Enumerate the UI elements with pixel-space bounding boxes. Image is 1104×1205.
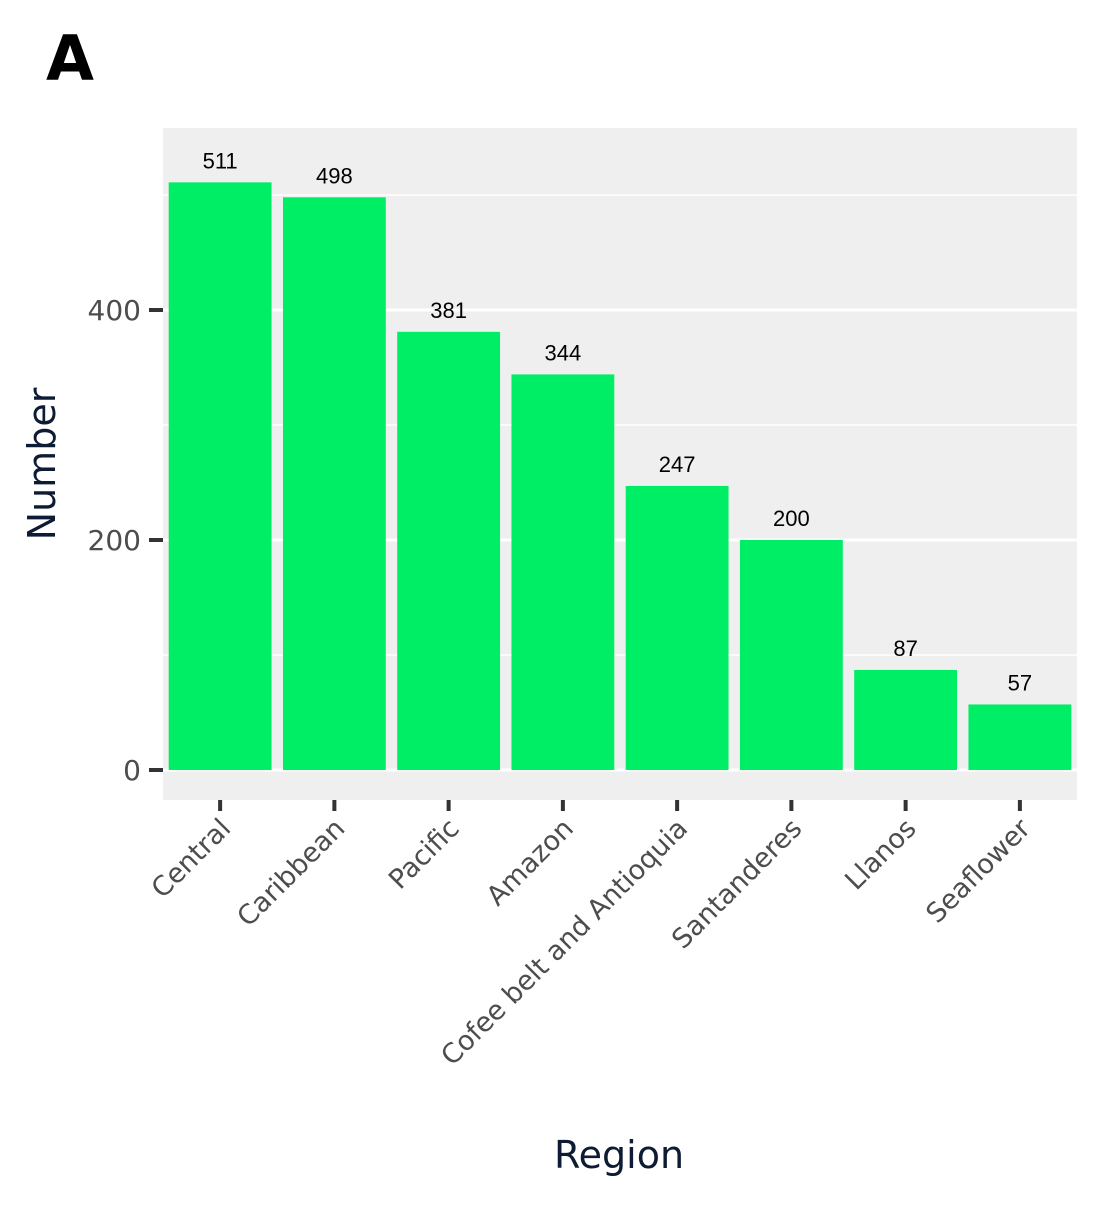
y-axis-title: Number [20, 387, 64, 540]
bar [282, 197, 386, 771]
data-label: 247 [659, 452, 696, 477]
x-tick-label: Cofee belt and Antioquia [435, 813, 694, 1072]
data-label: 381 [430, 298, 467, 323]
data-label: 498 [316, 163, 353, 188]
x-tick-label: Pacific [383, 813, 466, 896]
bars [168, 182, 1072, 771]
x-axis-title: Region [554, 1133, 684, 1177]
data-label: 87 [893, 636, 917, 661]
bar [511, 374, 615, 770]
bar [968, 704, 1072, 770]
y-tick-label: 0 [123, 754, 141, 787]
bar [625, 485, 729, 770]
bar [168, 182, 272, 771]
y-tick-label: 400 [88, 294, 141, 327]
bar [854, 669, 958, 770]
data-labels: 511 498 381 344 247 200 87 57 [203, 148, 1033, 695]
x-tick-label: Llanos [839, 813, 922, 896]
data-label: 344 [545, 340, 582, 365]
bar [397, 331, 501, 770]
data-label: 200 [773, 506, 810, 531]
x-tick-label: Amazon [481, 813, 580, 912]
x-tick-label: Central [146, 813, 237, 904]
y-axis: 0 200 400 [88, 294, 163, 787]
y-tick-label: 200 [88, 524, 141, 557]
x-tick-label: Caribbean [231, 813, 351, 933]
x-tick-label: Seaflower [920, 812, 1037, 929]
data-label: 511 [203, 148, 238, 173]
panel-label: A [46, 22, 94, 95]
bar [739, 540, 843, 770]
data-label: 57 [1008, 670, 1032, 695]
